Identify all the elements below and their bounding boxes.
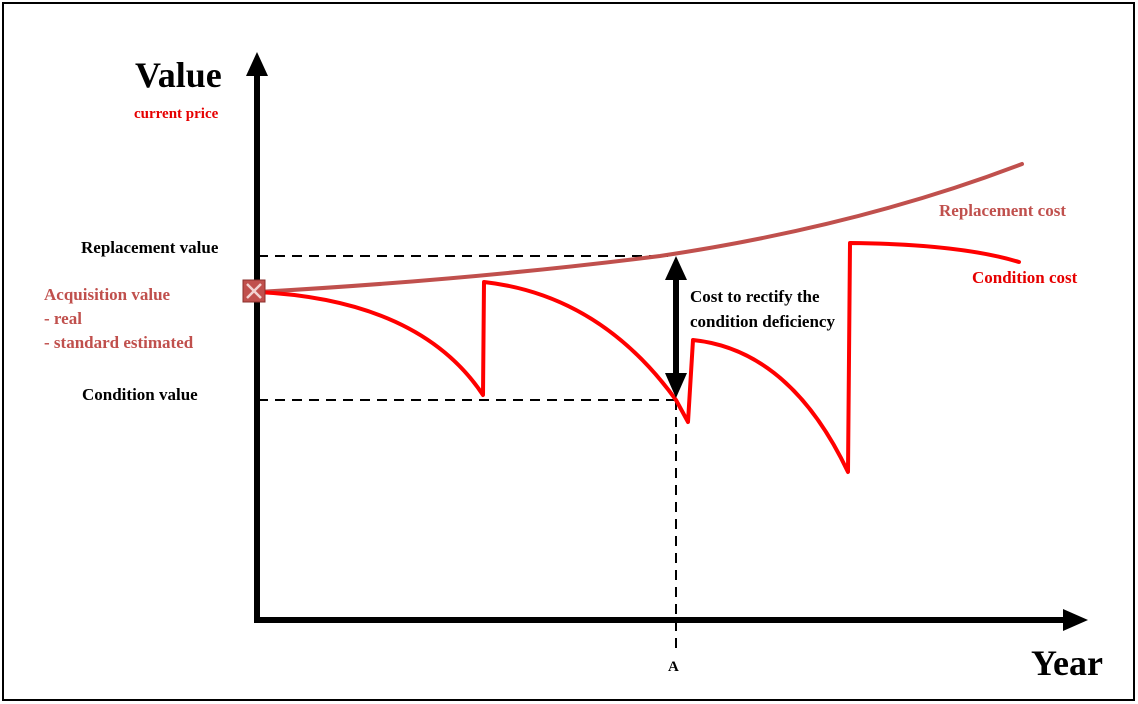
guide-lines: [258, 255, 677, 652]
condition-cost-label: Condition cost: [972, 268, 1078, 287]
cost-arrow-head-down: [665, 373, 687, 398]
replacement-cost-label: Replacement cost: [939, 201, 1066, 220]
y-axis-subtitle: current price: [134, 106, 219, 122]
x-marker-label: A: [668, 659, 679, 675]
condition-value-label: Condition value: [82, 385, 198, 404]
cost-arrow-head-up: [665, 256, 687, 280]
replacement-cost-curve: [256, 162, 1024, 294]
axes: [246, 52, 1088, 631]
cost-to-rectify-arrow: [665, 256, 687, 398]
cost-line-2: condition deficiency: [690, 312, 835, 331]
y-axis-arrowhead: [246, 52, 268, 76]
cost-to-rectify-label: Cost to rectify the condition deficiency: [690, 284, 835, 334]
acquisition-line-2: - real: [44, 309, 82, 328]
y-axis-title: Value: [135, 55, 222, 95]
x-axis-arrowhead: [1063, 609, 1088, 631]
acquisition-value-label: Acquisition value - real - standard esti…: [44, 283, 193, 355]
replacement-value-label: Replacement value: [81, 238, 219, 257]
acquisition-marker-icon: [242, 279, 266, 303]
acquisition-line-1: Acquisition value: [44, 285, 171, 304]
condition-cost-curve: [256, 241, 1021, 474]
acquisition-line-3: - standard estimated: [44, 333, 194, 352]
x-axis-title: Year: [1031, 643, 1103, 683]
cost-line-1: Cost to rectify the: [690, 287, 820, 306]
